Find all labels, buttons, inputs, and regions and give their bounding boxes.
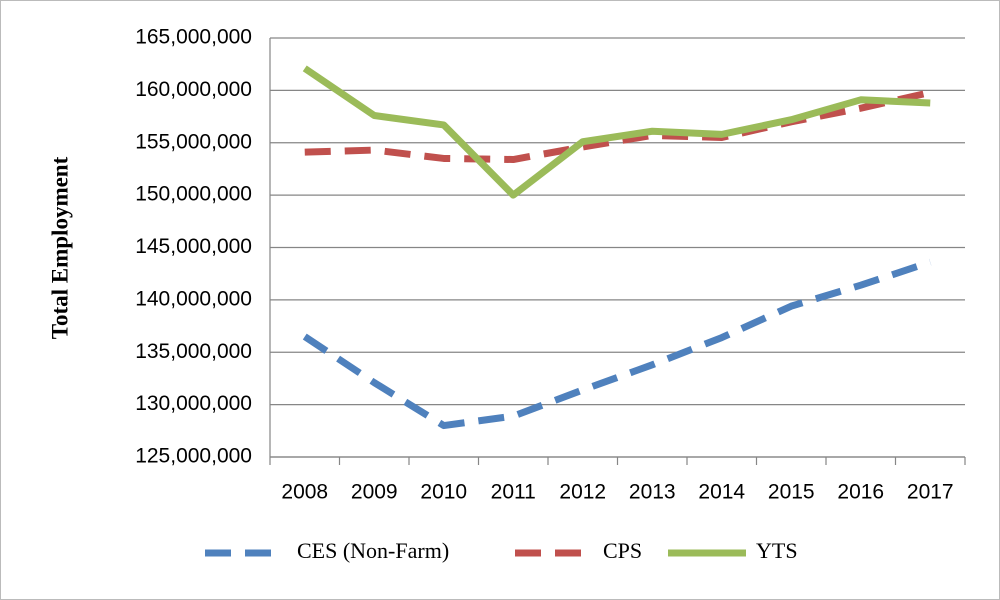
x-tick-label: 2008 — [281, 481, 328, 504]
x-tick-label: 2013 — [629, 481, 676, 504]
y-tick-label: 155,000,000 — [135, 130, 252, 153]
x-tick-label: 2015 — [768, 481, 815, 504]
y-tick-label: 140,000,000 — [135, 287, 252, 310]
legend-label: YTS — [756, 538, 798, 563]
x-tick-label: 2011 — [491, 481, 536, 504]
y-tick-label: 160,000,000 — [135, 78, 252, 101]
series-line — [304, 89, 932, 164]
y-tick-label: 130,000,000 — [135, 392, 252, 415]
y-axis-label: Total Employment — [47, 156, 72, 339]
legend-label: CPS — [603, 538, 642, 563]
x-tick-label: 2016 — [837, 481, 884, 504]
y-tick-label: 150,000,000 — [135, 183, 252, 206]
series-line — [302, 258, 932, 430]
y-tick-label: 125,000,000 — [135, 445, 252, 468]
legend-label: CES (Non-Farm) — [297, 538, 449, 563]
y-tick-label: 145,000,000 — [135, 235, 252, 258]
x-tick-label: 2017 — [907, 481, 954, 504]
x-tick-label: 2014 — [698, 481, 745, 504]
y-tick-label: 165,000,000 — [135, 26, 252, 49]
x-tick-label: 2010 — [420, 481, 467, 504]
x-tick-label: 2009 — [351, 481, 398, 504]
series-line — [302, 65, 931, 199]
x-tick-label: 2012 — [559, 481, 606, 504]
y-tick-label: 135,000,000 — [135, 340, 252, 363]
